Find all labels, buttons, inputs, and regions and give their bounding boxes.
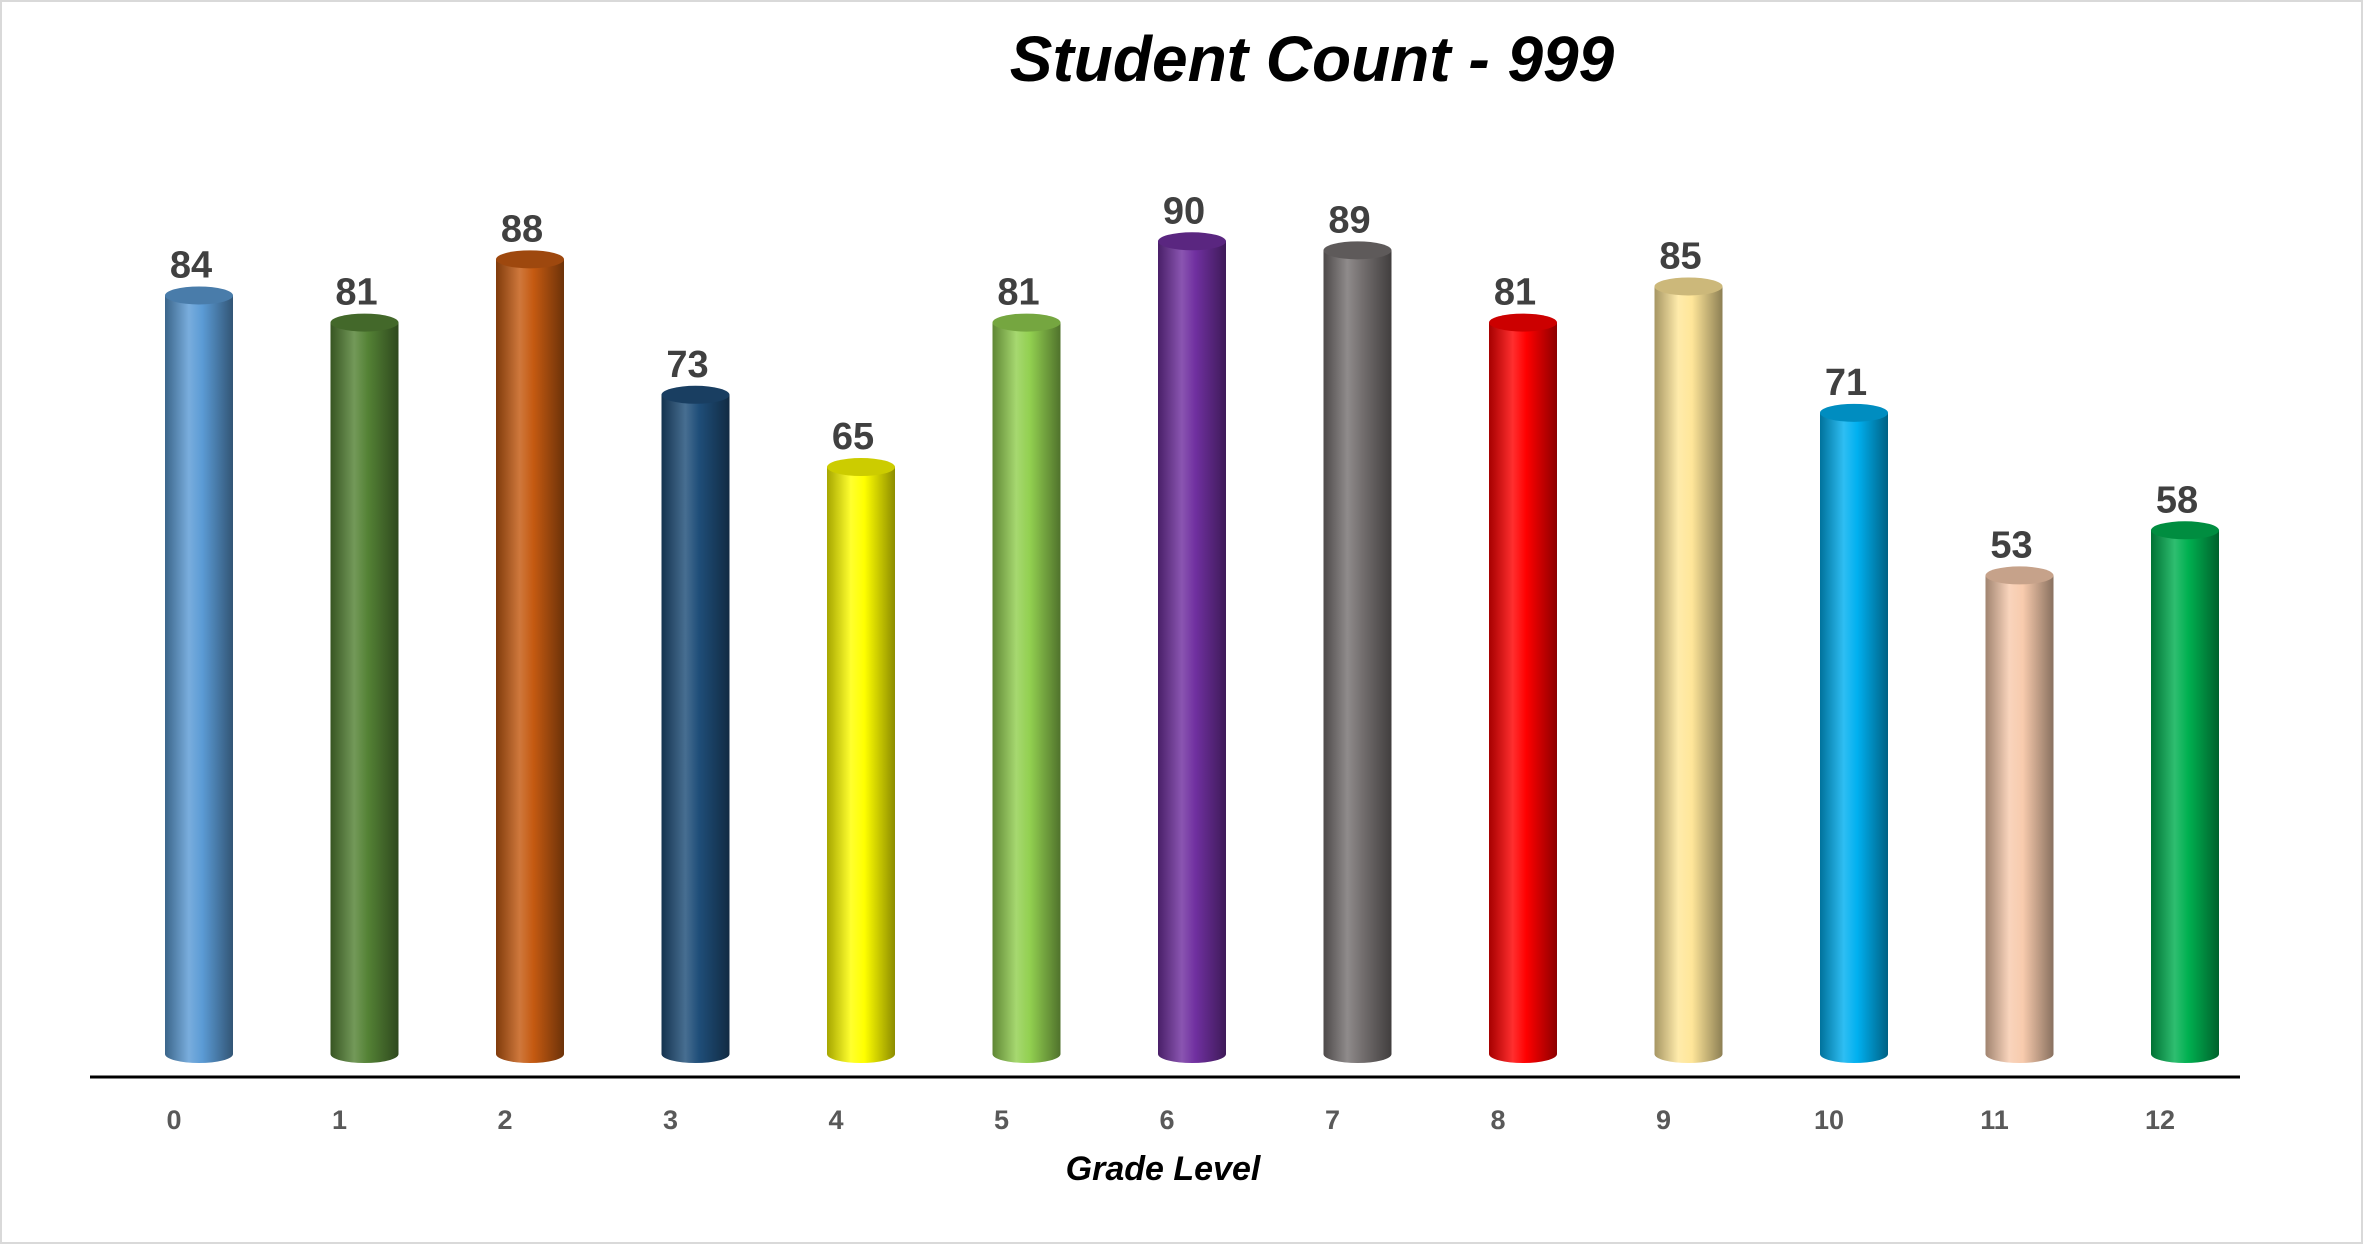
bar-grade-9 (1654, 277, 1723, 1063)
data-label: 81 (335, 272, 377, 314)
bar-grade-3 (661, 385, 730, 1063)
x-tick-label: 10 (1814, 1105, 1844, 1135)
bar-cap (496, 250, 564, 269)
data-label: 53 (1990, 524, 2032, 566)
x-tick-label: 11 (1980, 1105, 2009, 1135)
bar-body (165, 295, 233, 1064)
bar-cap (1985, 566, 2054, 585)
bar-grade-10 (1820, 403, 1888, 1063)
bar-cap (1654, 277, 1723, 296)
bar-grade-12 (2151, 521, 2219, 1063)
x-tick-label: 3 (663, 1105, 678, 1135)
x-tick-label: 7 (1325, 1105, 1340, 1135)
x-tick-label: 6 (1159, 1105, 1174, 1135)
bar-body (1323, 250, 1392, 1063)
bar-body (330, 322, 399, 1063)
bar-body (1654, 286, 1723, 1063)
data-label: 88 (501, 208, 543, 250)
bar-body (1489, 322, 1557, 1063)
bar-cap (1489, 313, 1557, 332)
bar-body (496, 259, 564, 1063)
bar-grade-8 (1489, 313, 1557, 1063)
bar-grade-6 (1158, 232, 1226, 1064)
bar-cap (330, 313, 399, 332)
data-label: 81 (1494, 272, 1536, 314)
bar-cap (992, 313, 1061, 332)
bar-body (2151, 530, 2219, 1063)
x-tick-label: 9 (1656, 1105, 1671, 1135)
bar-body (1158, 241, 1226, 1064)
bar-body (1985, 575, 2054, 1063)
data-label: 65 (832, 416, 874, 458)
x-tick-label: 2 (497, 1105, 512, 1135)
x-tick-label: 8 (1490, 1105, 1505, 1135)
bar-cap (2151, 521, 2219, 540)
bar-body (1820, 412, 1888, 1063)
bar-grade-11 (1985, 566, 2054, 1063)
data-label: 58 (2156, 479, 2198, 521)
x-axis-title: Grade Level (1065, 1150, 1261, 1188)
x-tick-label: 5 (994, 1105, 1009, 1135)
bar-grade-4 (827, 458, 895, 1063)
x-tick-label: 12 (2145, 1105, 2175, 1135)
x-tick-label: 1 (332, 1105, 347, 1135)
data-label: 73 (666, 344, 708, 386)
bar-grade-0 (165, 286, 233, 1064)
bar-body (661, 394, 730, 1063)
bar-cap (1158, 232, 1226, 251)
data-label: 90 (1163, 190, 1205, 232)
data-label: 81 (997, 272, 1039, 314)
chart-title: Student Count - 999 (1009, 23, 1615, 95)
bar-cap (827, 458, 895, 477)
bar-cap (1820, 403, 1888, 422)
bar-grade-7 (1323, 241, 1392, 1063)
data-label: 84 (170, 244, 212, 286)
bar-grade-1 (330, 313, 399, 1063)
data-label: 89 (1328, 199, 1370, 241)
bar-body (992, 322, 1061, 1063)
bar-grade-2 (496, 250, 564, 1063)
x-tick-label: 0 (166, 1105, 181, 1135)
bar-cap (1323, 241, 1392, 260)
data-label: 71 (1825, 362, 1867, 404)
bar-cap (661, 385, 730, 404)
data-label: 85 (1659, 235, 1701, 277)
bar-body (827, 467, 895, 1063)
x-tick-label: 4 (828, 1105, 843, 1135)
bar-grade-5 (992, 313, 1061, 1063)
bar-cap (165, 286, 233, 305)
